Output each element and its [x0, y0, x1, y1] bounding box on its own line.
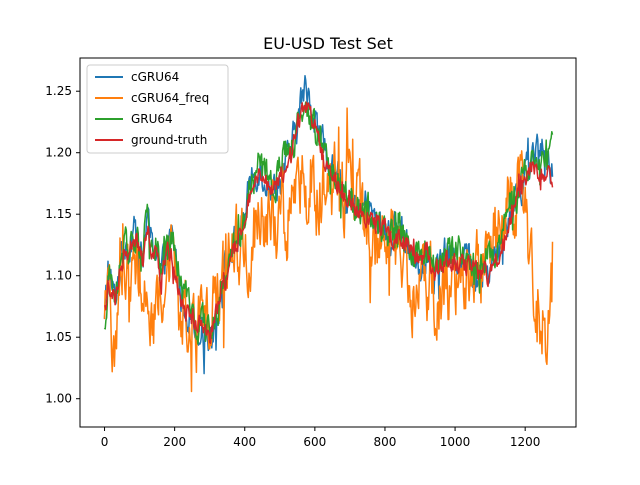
y-tick-label: 1.05 — [45, 330, 72, 344]
y-axis: 1.00 1.05 1.10 1.15 1.20 1.25 — [45, 84, 80, 406]
legend-label-cGRU64: cGRU64 — [131, 70, 179, 84]
legend-box — [86, 64, 229, 154]
legend: cGRU64 cGRU64_freq GRU64 ground-truth — [86, 64, 229, 154]
y-tick-label: 1.00 — [45, 392, 72, 406]
chart-title: EU-USD Test Set — [263, 34, 393, 53]
series-line-ground-truth — [104, 101, 554, 344]
y-tick-label: 1.15 — [45, 207, 72, 221]
y-tick-label: 1.10 — [45, 269, 72, 283]
y-tick-label: 1.25 — [45, 84, 72, 98]
legend-label-GRU64: GRU64 — [131, 112, 173, 126]
plot-frame — [79, 57, 577, 428]
x-tick-label: 400 — [233, 435, 256, 449]
series-layer — [103, 75, 554, 393]
legend-label-ground-truth: ground-truth — [131, 133, 207, 147]
x-tick-label: 600 — [303, 435, 326, 449]
x-axis: 0 200 400 600 800 1000 1200 — [101, 427, 541, 449]
x-tick-label: 800 — [374, 435, 397, 449]
x-tick-label: 1200 — [510, 435, 541, 449]
x-tick-label: 200 — [163, 435, 186, 449]
series-line-cGRU64_freq — [103, 107, 554, 393]
y-tick-label: 1.20 — [45, 146, 72, 160]
legend-label-cGRU64_freq: cGRU64_freq — [131, 91, 209, 105]
x-tick-label: 1000 — [440, 435, 471, 449]
x-tick-label: 0 — [101, 435, 109, 449]
